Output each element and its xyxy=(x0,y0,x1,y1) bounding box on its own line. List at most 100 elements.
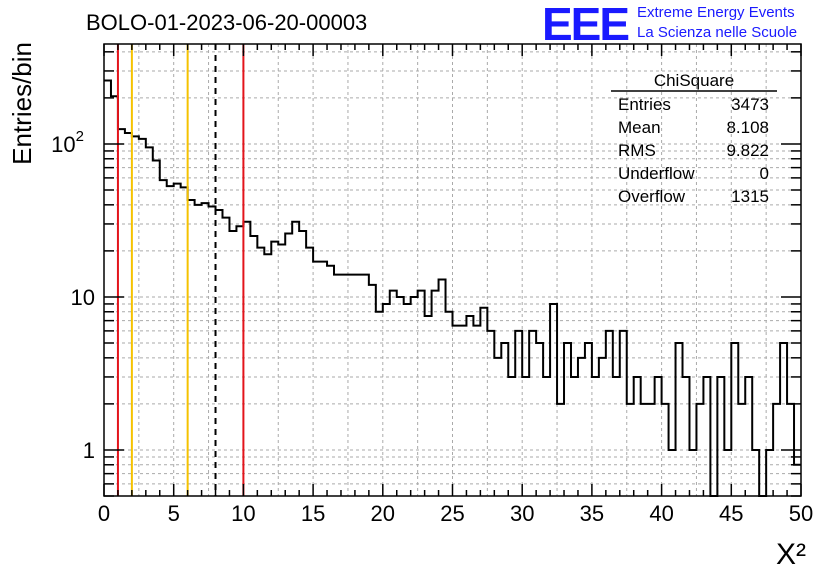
histogram-bar xyxy=(529,331,536,496)
stats-title: ChiSquare xyxy=(654,71,734,90)
logo-text-line2: La Scienza nelle Scuole xyxy=(637,24,798,41)
histogram-bar xyxy=(383,304,390,496)
histogram-bar xyxy=(634,377,641,496)
stats-row-value: 8.108 xyxy=(726,118,769,137)
histogram-bar xyxy=(278,245,285,496)
x-tick-label: 25 xyxy=(440,501,464,526)
histogram-bar xyxy=(257,248,264,496)
x-tick-labels: 0 5 10 15 20 25 30 35 40 45 50 xyxy=(98,501,813,526)
histogram-bar xyxy=(731,343,738,496)
histogram-bar xyxy=(299,231,306,496)
histogram-bar xyxy=(571,377,578,496)
stats-row-label: Mean xyxy=(618,118,661,137)
stats-row-label: RMS xyxy=(618,141,656,160)
histogram-bar xyxy=(620,331,627,496)
stats-row-label: Underflow xyxy=(618,164,695,183)
y-tick-label: 1 xyxy=(83,438,95,463)
histogram-bar xyxy=(327,266,334,496)
x-tick-label: 35 xyxy=(580,501,604,526)
x-tick-label: 5 xyxy=(168,501,180,526)
histogram-bar xyxy=(264,254,271,496)
histogram-bar xyxy=(515,331,522,496)
x-tick-label: 45 xyxy=(719,501,743,526)
logo-text-line1: Extreme Energy Events xyxy=(637,4,795,21)
x-tick-label: 15 xyxy=(301,501,325,526)
x-tick-label: 10 xyxy=(231,501,255,526)
histogram-bar xyxy=(125,133,132,496)
histogram-bar xyxy=(153,160,160,496)
stats-row-value: 1315 xyxy=(731,187,769,206)
histogram-bar xyxy=(522,377,529,496)
histogram-bar xyxy=(655,377,662,496)
histogram-bar xyxy=(306,248,313,496)
histogram-bar xyxy=(111,96,118,496)
histogram-bar xyxy=(508,377,515,496)
histogram-bar xyxy=(216,210,223,496)
histogram-bar xyxy=(202,203,209,496)
y-tick-label: 102 xyxy=(51,128,84,157)
histogram-bar xyxy=(146,147,153,496)
stats-rows: Entries 3473 Mean 8.108 RMS 9.822 Underflow 0 Ov… xyxy=(618,95,769,206)
histogram-bar xyxy=(118,129,125,496)
histogram-bar xyxy=(104,80,111,496)
x-tick-label: 20 xyxy=(371,501,395,526)
histogram-bar xyxy=(229,231,236,496)
y-axis-title: Entries/bin xyxy=(7,42,37,165)
histogram-bar xyxy=(599,358,606,496)
x-tick-label: 50 xyxy=(789,501,813,526)
histogram-bar xyxy=(397,297,404,496)
histogram-bar xyxy=(606,331,613,496)
stats-box: ChiSquare Entries 3473 Mean 8.108 RMS 9.822 Un… xyxy=(611,71,777,206)
histogram-bar xyxy=(487,331,494,496)
stats-row-value: 0 xyxy=(760,164,769,183)
histogram-bar xyxy=(780,343,787,496)
axis-ticks xyxy=(103,44,802,497)
y-tick-label-exponent: 2 xyxy=(76,128,84,145)
histogram-bar xyxy=(676,343,683,496)
y-tick-labels: 1 10 102 xyxy=(51,128,95,463)
histogram-bar xyxy=(794,465,801,496)
histogram-bar xyxy=(355,275,362,496)
stats-row-value: 9.822 xyxy=(726,141,769,160)
histogram-bar xyxy=(459,326,466,496)
histogram-bar xyxy=(334,275,341,496)
histogram-bar xyxy=(243,222,250,496)
chart-title: BOLO-01-2023-06-20-00003 xyxy=(86,10,368,35)
plot-frame xyxy=(103,43,802,497)
histogram-bar xyxy=(160,180,167,496)
y-tick-label: 10 xyxy=(71,285,95,310)
histogram-bar xyxy=(236,226,243,496)
histogram-bar xyxy=(536,343,543,496)
cut-lines xyxy=(116,44,245,496)
histogram-bar xyxy=(473,326,480,496)
histogram-bar xyxy=(501,343,508,496)
histogram-bar xyxy=(543,377,550,496)
histogram-bar xyxy=(745,377,752,496)
histogram-bar xyxy=(564,343,571,496)
stats-row-label: Entries xyxy=(618,95,671,114)
histogram-bar xyxy=(453,326,460,496)
eee-logo: EEE xyxy=(542,0,630,50)
histogram-bar xyxy=(585,343,592,496)
grid xyxy=(104,44,801,496)
histogram-bar xyxy=(550,304,557,496)
histogram-bar xyxy=(174,184,181,496)
histogram-bar xyxy=(362,275,369,496)
stats-row-value: 3473 xyxy=(731,95,769,114)
histogram-bar xyxy=(188,200,195,496)
histogram-bar xyxy=(195,205,202,496)
histogram-bar xyxy=(139,139,146,496)
histogram-bar xyxy=(222,218,229,496)
x-tick-label: 30 xyxy=(510,501,534,526)
x-tick-label: 40 xyxy=(649,501,673,526)
x-tick-label: 0 xyxy=(98,501,110,526)
x-axis-title: X² xyxy=(776,538,806,571)
histogram-bar xyxy=(578,358,585,496)
histogram-bar xyxy=(271,242,278,496)
stats-row-label: Overflow xyxy=(618,187,686,206)
histogram-bar xyxy=(683,377,690,496)
histogram-bar xyxy=(348,275,355,496)
histogram-bar xyxy=(404,304,411,496)
histogram-bar xyxy=(717,377,724,496)
